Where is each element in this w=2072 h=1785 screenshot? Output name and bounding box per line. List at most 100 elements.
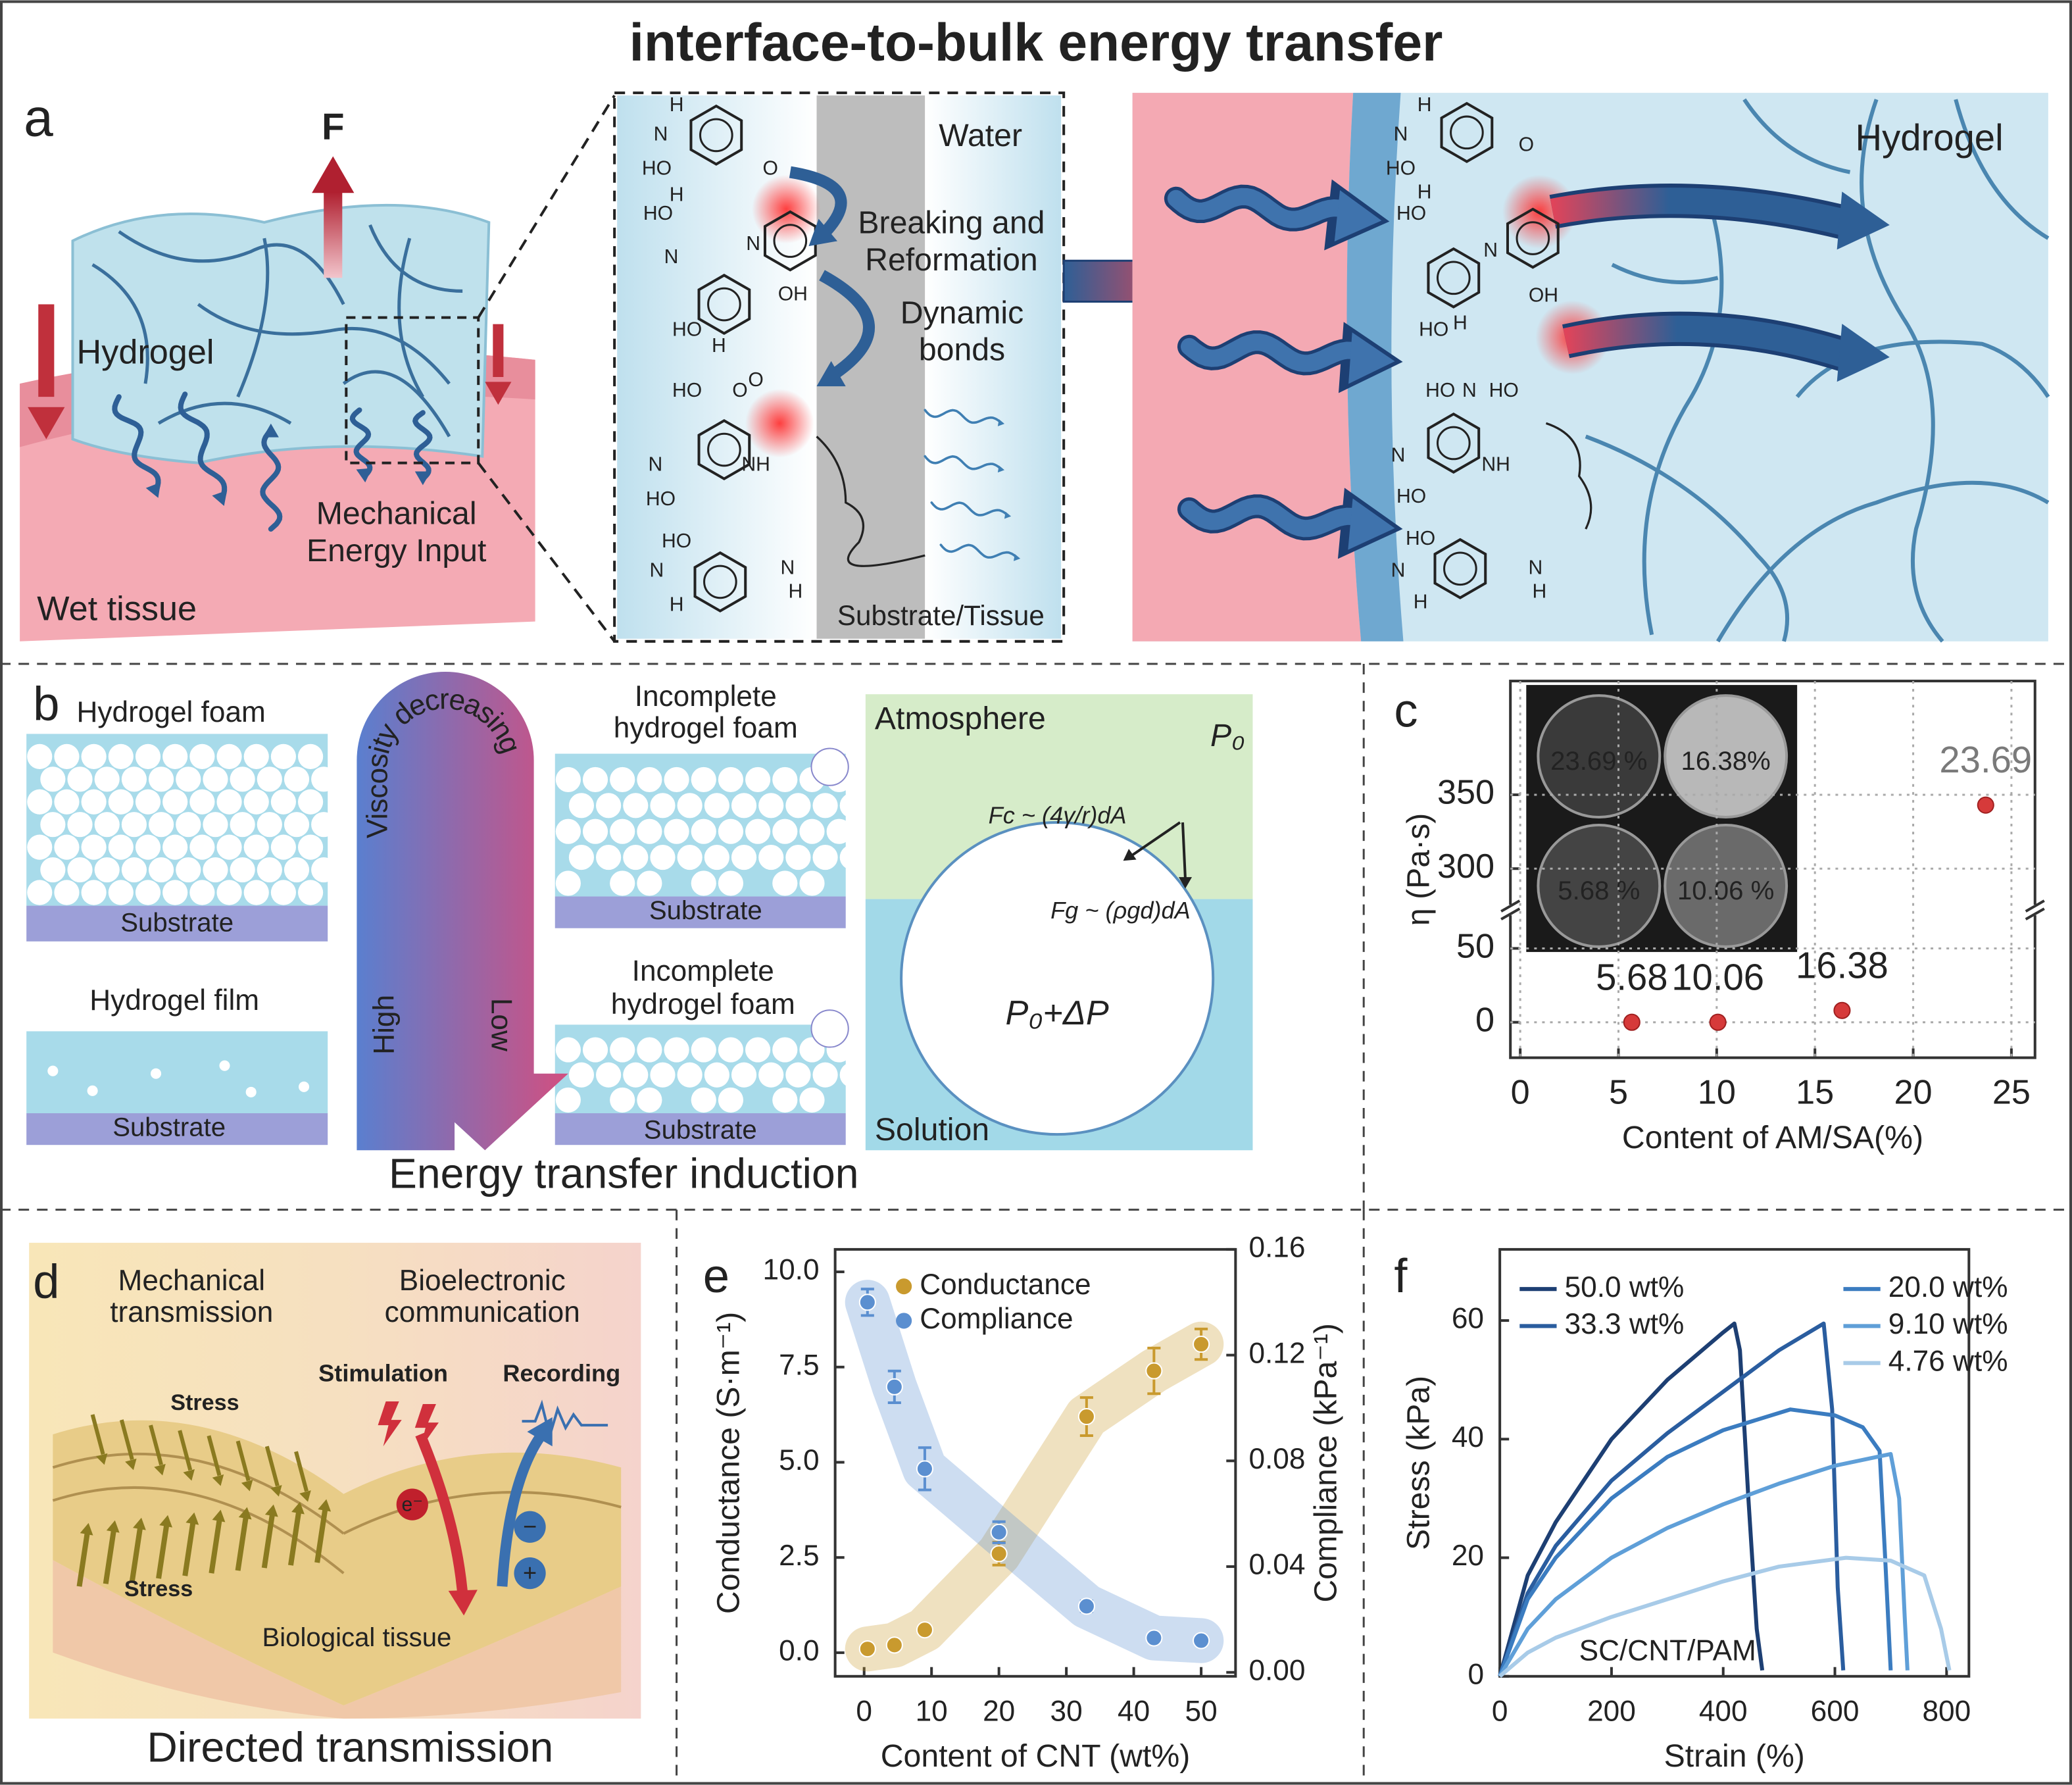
foam-bubble: [67, 767, 93, 792]
polymer-chain: [197, 303, 451, 385]
foam-label: Incomplete: [632, 955, 774, 988]
y-tick-label: 10.0: [763, 1254, 820, 1286]
foam-bubble: [555, 1087, 581, 1113]
chem-label: N: [649, 454, 663, 476]
point: [1709, 1013, 1727, 1031]
arrow-head: [485, 382, 512, 405]
foam-bubble: [40, 767, 66, 792]
x-tick-label: 30: [1050, 1696, 1083, 1728]
arrow-head: [80, 1522, 93, 1536]
foam-bubble: [758, 1062, 784, 1088]
y-tick-label: 300: [1437, 847, 1494, 886]
foam-bubble: [610, 818, 635, 844]
data-label: 23.69: [1939, 739, 2032, 780]
escaping-bubble: [810, 1009, 849, 1048]
tissue-layer: [52, 1452, 345, 1535]
stress-label: Stress: [170, 1390, 239, 1415]
data-label: 5.68: [1596, 956, 1667, 997]
benzene-ring: [1433, 538, 1487, 599]
substrate: [555, 896, 846, 928]
wavy-arrow: [1180, 334, 1383, 372]
chem-label: N: [1394, 123, 1408, 145]
foam-bubble: [40, 857, 66, 883]
foam-bubble: [772, 818, 798, 844]
wavy-arrow: [924, 455, 1003, 471]
foam-bubble: [664, 1037, 689, 1063]
polymer-chain: [1642, 184, 1724, 636]
foam-bubble: [731, 793, 757, 818]
caption: Directed transmission: [147, 1723, 553, 1771]
chem-label: H: [670, 594, 684, 616]
foam-bubble: [176, 857, 201, 883]
panel-label: a: [24, 89, 53, 148]
foam-bubble: [189, 743, 215, 769]
arrow-head: [238, 1507, 252, 1520]
stimulation-arrow: [415, 1432, 468, 1594]
tissue-layer: [52, 1486, 345, 1574]
petri-dish: [1664, 694, 1788, 819]
wavy-arrow: [1180, 497, 1383, 538]
foam-bubble: [623, 1062, 649, 1088]
recording-arrow: [497, 1431, 547, 1587]
arrow-head: [291, 1501, 305, 1515]
chem-label: H: [1418, 182, 1432, 203]
foam-bubble: [772, 1037, 798, 1063]
polymer-chain: [1742, 98, 1851, 174]
chem-label: N: [664, 246, 679, 268]
chem-label: HO: [1425, 380, 1455, 401]
benzene-ring: [689, 104, 743, 166]
foam-bubble: [677, 793, 703, 818]
plot-frame: [1498, 1247, 1971, 1678]
arrow-head: [106, 1520, 120, 1533]
curve: [1498, 1407, 1893, 1677]
point: [858, 1640, 876, 1658]
foam-bubble: [596, 1062, 622, 1088]
foam-bubble: [54, 743, 80, 769]
chem-label: N: [1391, 559, 1406, 581]
x-tick-label: 40: [1118, 1696, 1150, 1728]
foam-bubble: [216, 880, 242, 905]
legend-label: 4.76 wt%: [1888, 1345, 2008, 1377]
electron-label: e⁻: [401, 1494, 423, 1516]
foam-bubble: [812, 844, 838, 870]
foam-bubble: [284, 767, 310, 792]
y-tick-label: 7.5: [779, 1349, 819, 1381]
foam-bubble: [799, 870, 825, 896]
polymer-chain: [118, 230, 345, 305]
y2-tick-label: 0.12: [1248, 1337, 1305, 1369]
atmosphere-label: Atmosphere: [875, 701, 1046, 736]
chem-label: H: [712, 335, 726, 357]
foam-bubble: [162, 880, 188, 905]
arrow-head: [318, 1499, 332, 1512]
chem-label: HO: [672, 319, 702, 341]
foam-bubble: [718, 767, 744, 793]
x-tick-label: 400: [1699, 1696, 1748, 1728]
hydrogel-label: Hydrogel: [77, 334, 214, 372]
chem-label: HO: [1396, 486, 1426, 507]
chem-label: NH: [1481, 454, 1510, 476]
stimulation-label: Stimulation: [318, 1359, 448, 1386]
ring-bond: [1443, 551, 1477, 586]
foam-bubble: [54, 834, 80, 860]
foam-bubble: [637, 1037, 662, 1063]
foam-bubble: [691, 870, 716, 896]
arrow-head: [154, 1463, 166, 1476]
foam-bubble: [772, 1087, 798, 1113]
foam-bubble: [704, 844, 729, 870]
foam-bubble: [582, 767, 608, 793]
panel-label: f: [1394, 1250, 1408, 1303]
electron: [396, 1488, 428, 1521]
ring-bond: [1437, 261, 1471, 295]
polymer-chain: [342, 370, 451, 438]
foam-bubble: [691, 818, 716, 844]
point: [1977, 796, 1994, 814]
energy-label: Mechanical: [316, 496, 477, 532]
line: [294, 1451, 308, 1492]
foam-bubble: [284, 812, 310, 838]
foam-bubble: [203, 812, 228, 838]
foam-bubble: [812, 1062, 838, 1088]
inset-label: 23.69 %: [1550, 746, 1647, 776]
chem-label: HO: [642, 158, 672, 180]
chem-label: N: [1391, 445, 1406, 466]
